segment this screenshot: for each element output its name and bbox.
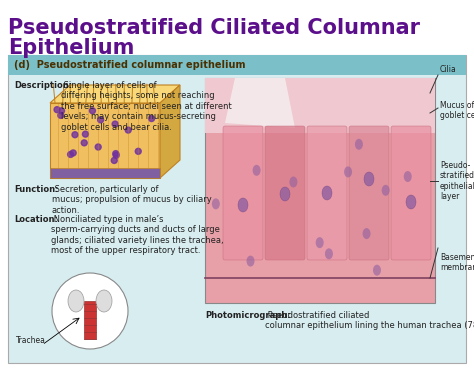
Ellipse shape (290, 176, 297, 188)
Ellipse shape (212, 198, 220, 209)
Circle shape (125, 127, 131, 133)
Circle shape (58, 112, 64, 118)
Circle shape (112, 121, 118, 127)
Ellipse shape (246, 256, 255, 267)
Ellipse shape (382, 185, 390, 196)
Ellipse shape (373, 265, 381, 276)
Ellipse shape (406, 195, 416, 209)
Text: Epithelium: Epithelium (8, 38, 134, 58)
Circle shape (113, 151, 119, 157)
Ellipse shape (68, 290, 84, 312)
Text: Single layer of cells of
differing heights, some not reaching
the free surface; : Single layer of cells of differing heigh… (61, 81, 232, 132)
FancyBboxPatch shape (349, 126, 389, 260)
Text: Description:: Description: (14, 81, 72, 90)
Text: Location:: Location: (14, 215, 58, 224)
Text: (d)  Pseudostratified columnar epithelium: (d) Pseudostratified columnar epithelium (14, 60, 246, 70)
Circle shape (148, 116, 155, 122)
Text: Mucus of
goblet cell: Mucus of goblet cell (440, 101, 474, 120)
Bar (84, 301, 96, 339)
Circle shape (81, 140, 87, 146)
Bar (50, 103, 160, 178)
Circle shape (58, 108, 64, 114)
Text: Pseudostratified Ciliated Columnar: Pseudostratified Ciliated Columnar (8, 18, 420, 38)
Text: Pseudostratified ciliated
columnar epithelium lining the human trachea (780×).: Pseudostratified ciliated columnar epith… (265, 311, 474, 330)
Text: Cilia: Cilia (440, 65, 457, 73)
Ellipse shape (238, 198, 248, 212)
Text: Secretion, particularly of
mucus; propulsion of mucus by ciliary
action.: Secretion, particularly of mucus; propul… (52, 185, 212, 215)
Circle shape (82, 131, 89, 137)
FancyBboxPatch shape (223, 126, 263, 260)
Circle shape (54, 107, 60, 113)
Ellipse shape (344, 166, 352, 178)
Circle shape (90, 108, 95, 114)
Text: Pseudo-
stratified
epithelial
layer: Pseudo- stratified epithelial layer (440, 161, 474, 201)
Text: Nonciliated type in male’s
sperm-carrying ducts and ducts of large
glands; cilia: Nonciliated type in male’s sperm-carryin… (51, 215, 224, 255)
Ellipse shape (96, 290, 112, 312)
Bar (8, 55, 466, 363)
Circle shape (70, 150, 76, 156)
FancyBboxPatch shape (391, 126, 431, 260)
Ellipse shape (253, 165, 261, 176)
Circle shape (98, 117, 104, 123)
Circle shape (113, 152, 119, 158)
Circle shape (111, 157, 117, 163)
Bar (205, 78, 435, 303)
Bar (8, 55, 466, 75)
Bar (205, 78, 435, 133)
Ellipse shape (325, 248, 333, 259)
Polygon shape (225, 78, 295, 128)
Text: Function:: Function: (14, 185, 58, 194)
Circle shape (72, 132, 78, 138)
Polygon shape (50, 85, 180, 103)
Ellipse shape (355, 139, 363, 150)
Ellipse shape (322, 186, 332, 200)
Bar (50, 168, 160, 178)
Text: Basement
membrane: Basement membrane (440, 253, 474, 272)
Text: Trachea: Trachea (16, 336, 46, 345)
Ellipse shape (363, 228, 371, 239)
FancyBboxPatch shape (265, 126, 305, 260)
Ellipse shape (280, 187, 290, 201)
Ellipse shape (316, 237, 324, 248)
Circle shape (52, 273, 128, 349)
FancyBboxPatch shape (307, 126, 347, 260)
Circle shape (135, 148, 141, 154)
Ellipse shape (404, 171, 412, 182)
Circle shape (68, 151, 73, 157)
Text: Photomicrograph:: Photomicrograph: (205, 311, 291, 320)
Circle shape (95, 144, 101, 150)
Polygon shape (160, 85, 180, 178)
Ellipse shape (364, 172, 374, 186)
